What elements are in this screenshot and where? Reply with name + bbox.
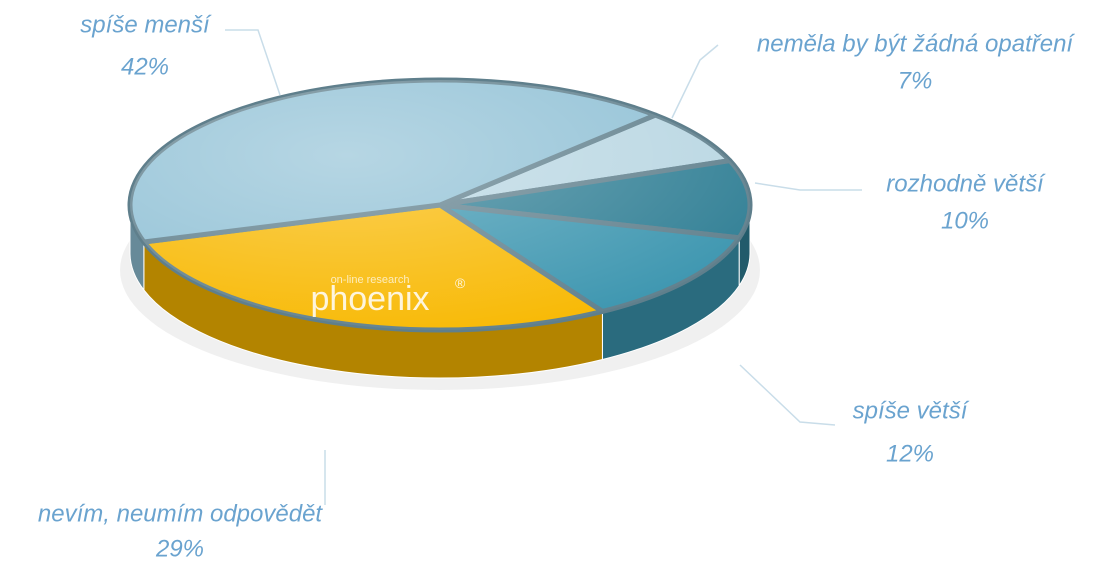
leader-lines [225,29,862,505]
value-label: 42% [121,53,169,80]
leader-line [671,44,719,119]
slice-label: nevím, neumím odpovědět [38,500,323,527]
value-label: 12% [886,440,934,467]
slice-label: rozhodně větší [886,170,1046,197]
value-label: 10% [941,207,989,234]
value-label: 29% [155,535,204,562]
highlight [130,80,750,330]
slice-label: neměla by být žádná opatření [757,30,1076,57]
slice-label: spíše menší [80,11,212,38]
watermark-subtitle: on-line research [331,274,410,286]
leader-line [754,182,862,191]
watermark: on-line research phoenix ® [310,274,466,318]
watermark-text: phoenix [310,280,429,318]
leader-line [739,364,836,426]
leader-line [225,29,281,96]
labels: neměla by být žádná opatření 7% rozhodně v… [38,11,1076,562]
pie [127,77,753,379]
slice-label: spíše větší [853,397,970,424]
value-label: 7% [898,67,933,94]
watermark-mark: ® [455,275,466,291]
